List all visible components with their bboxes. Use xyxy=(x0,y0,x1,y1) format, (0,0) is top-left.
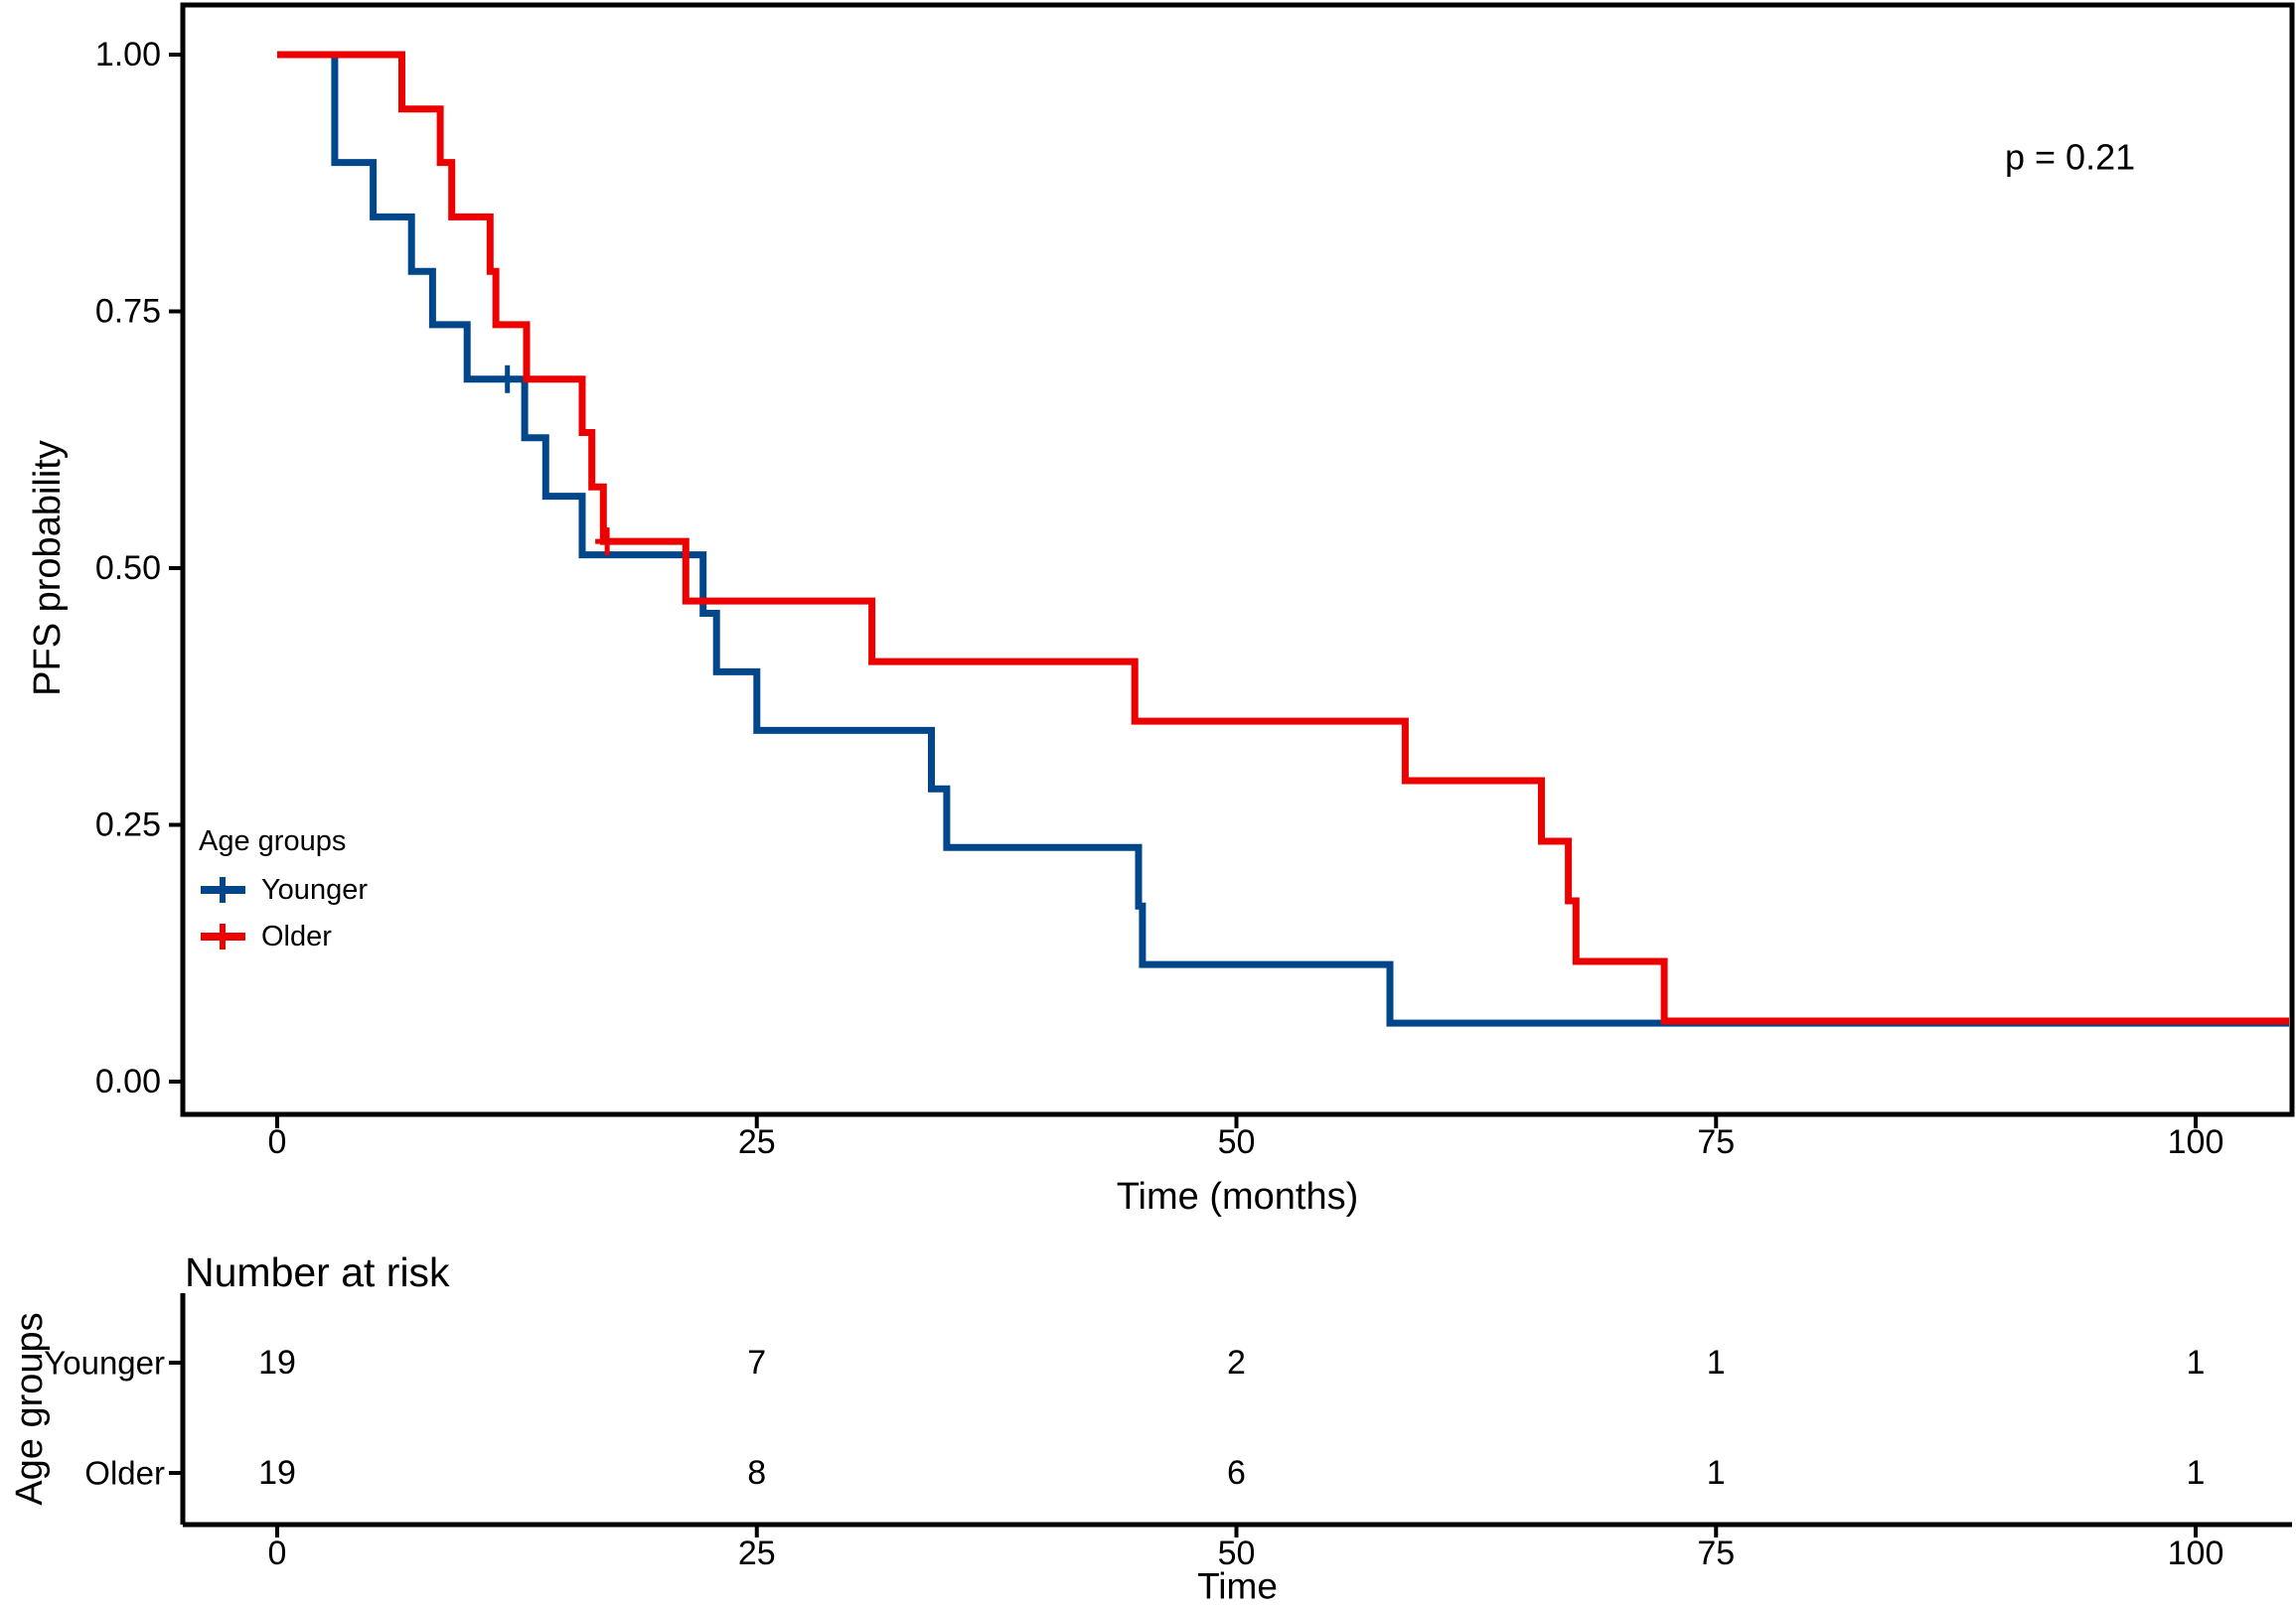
risk-count-younger-75: 1 xyxy=(1707,1344,1726,1382)
risk-count-younger-50: 2 xyxy=(1227,1344,1246,1382)
risk-row-label-younger: Younger xyxy=(44,1345,165,1382)
y-axis-tick-label: 0.25 xyxy=(95,806,161,844)
risk-table-x-tick-label: 100 xyxy=(2168,1535,2224,1572)
x-axis-tick-label: 100 xyxy=(2168,1123,2224,1161)
younger-survival-curve xyxy=(277,51,2289,1027)
risk-count-older-100: 1 xyxy=(2187,1454,2206,1492)
x-axis-tick-label: 50 xyxy=(1218,1123,1256,1161)
risk-table-x-tick-label: 50 xyxy=(1218,1535,1256,1572)
risk-count-older-50: 6 xyxy=(1227,1454,1246,1492)
risk-count-younger-100: 1 xyxy=(2187,1344,2206,1382)
risk-table-title: Number at risk xyxy=(185,1249,450,1295)
x-axis-tick-label: 0 xyxy=(268,1123,287,1161)
y-axis-tick-label: 0.50 xyxy=(95,549,161,587)
y-axis-tick-label: 0.00 xyxy=(95,1063,161,1100)
legend-label-older: Older xyxy=(261,921,332,952)
risk-count-younger-25: 7 xyxy=(747,1344,766,1382)
x-axis-tick-label: 25 xyxy=(738,1123,776,1161)
y-axis-title: PFS probability xyxy=(27,440,69,696)
x-axis-tick-label: 75 xyxy=(1697,1123,1735,1161)
p-value-annotation: p = 0.21 xyxy=(2005,137,2135,178)
risk-table-y-axis-title: Age groups xyxy=(9,1312,51,1505)
risk-row-label-older: Older xyxy=(84,1455,165,1492)
risk-count-older-25: 8 xyxy=(747,1454,766,1492)
legend-label-younger: Younger xyxy=(261,874,368,906)
risk-table-x-tick-label: 0 xyxy=(268,1535,287,1572)
risk-count-older-0: 19 xyxy=(258,1454,296,1492)
risk-table-x-tick-label: 25 xyxy=(738,1535,776,1572)
x-axis-title: Time (months) xyxy=(1117,1176,1359,1218)
legend-title: Age groups xyxy=(199,825,346,857)
y-axis-tick-label: 1.00 xyxy=(95,36,161,73)
older-survival-curve xyxy=(277,51,2289,1025)
risk-table-x-axis-title: Time xyxy=(1197,1566,1278,1607)
risk-table-x-tick-label: 75 xyxy=(1697,1535,1735,1572)
risk-count-older-75: 1 xyxy=(1707,1454,1726,1492)
risk-count-younger-0: 19 xyxy=(258,1344,296,1382)
y-axis-tick-label: 0.75 xyxy=(95,293,161,331)
